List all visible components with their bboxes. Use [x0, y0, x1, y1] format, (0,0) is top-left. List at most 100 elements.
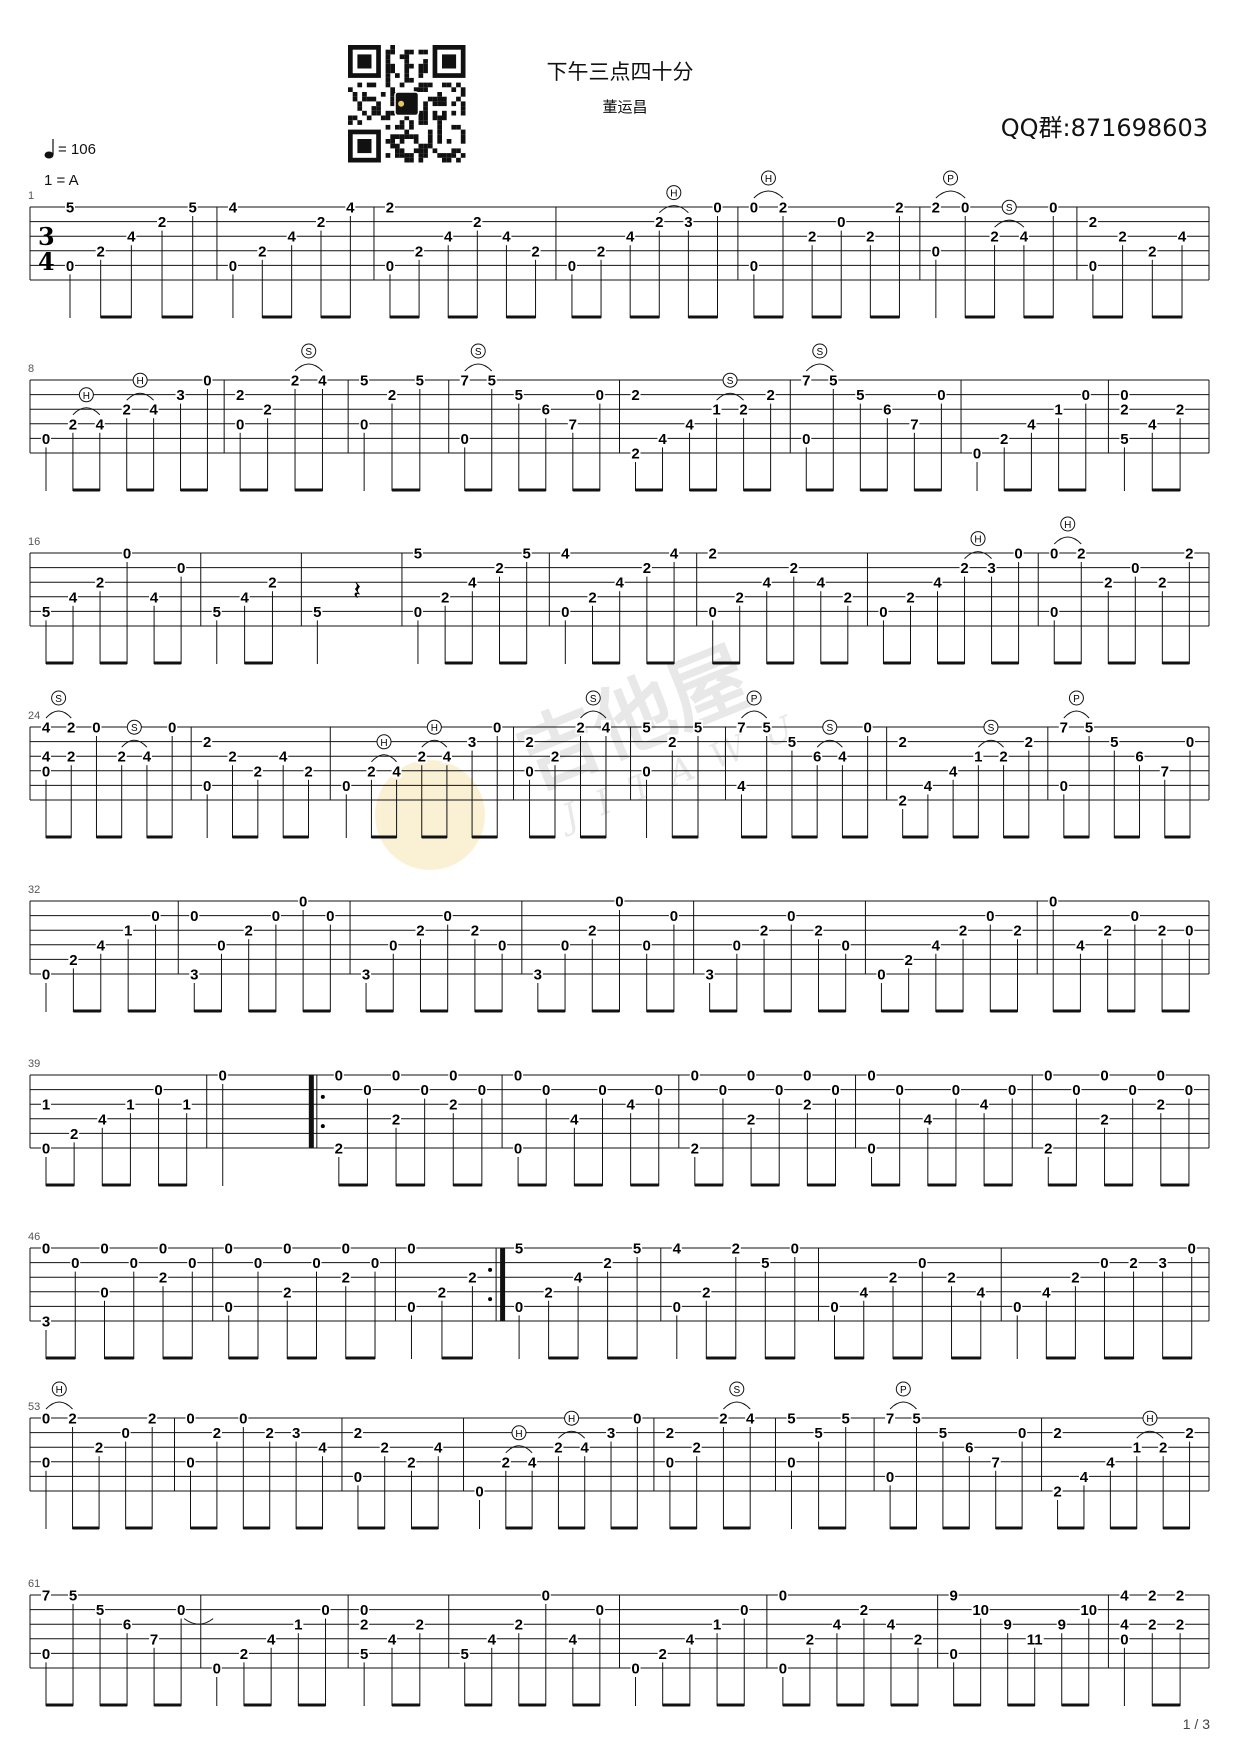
- qr-logo: [394, 91, 420, 117]
- qr-module: [446, 139, 452, 144]
- fret-number: 9: [1058, 1617, 1066, 1634]
- fret-number: 0: [655, 1082, 663, 1099]
- fret-bg: [894, 200, 905, 214]
- qr-module: [376, 110, 381, 116]
- qr-module: [348, 115, 353, 121]
- fret-bg: [189, 908, 200, 923]
- qr-module: [437, 101, 442, 107]
- fret-bg: [897, 793, 908, 807]
- fret-bg: [384, 258, 395, 273]
- qr-module: [390, 49, 395, 55]
- fret-number: 2: [1148, 1588, 1156, 1605]
- technique-hammer-on-label: H: [137, 376, 144, 387]
- note-beam: [421, 835, 447, 839]
- note-beam: [990, 1009, 1018, 1013]
- note-beam: [73, 1009, 101, 1013]
- fret-number: 0: [932, 243, 940, 260]
- fret-number: 0: [1049, 200, 1057, 217]
- fret-bg: [600, 720, 611, 734]
- fret-number: 2: [747, 1111, 755, 1128]
- measure-number: 61: [28, 1578, 40, 1590]
- fret-bg: [777, 1661, 788, 1675]
- technique-arc: [505, 1445, 533, 1454]
- fret-bg: [486, 373, 497, 387]
- fret-number: 0: [188, 1255, 196, 1272]
- note-beam: [46, 661, 74, 665]
- note-beam: [914, 488, 942, 492]
- fret-bg: [745, 1411, 756, 1425]
- fret-number: 2: [317, 214, 325, 231]
- fret-number: 0: [186, 1411, 194, 1428]
- fret-bg: [731, 937, 742, 952]
- qr-module: [357, 101, 363, 107]
- qr-module: [427, 134, 433, 139]
- fret-bg: [761, 575, 772, 590]
- fret-bg: [664, 1454, 675, 1469]
- fret-number: 0: [514, 1141, 522, 1158]
- fret-number: 0: [213, 1661, 221, 1678]
- fret-number: 0: [1072, 1082, 1080, 1099]
- fret-bg: [973, 749, 984, 764]
- note-beam: [1108, 661, 1136, 665]
- technique-hammer-on-label: H: [1146, 1414, 1153, 1425]
- fret-number: 2: [1176, 1617, 1184, 1634]
- fret-number: 5: [360, 373, 368, 390]
- measure-number: 39: [28, 1058, 40, 1070]
- fret-number: 2: [449, 1097, 457, 1114]
- fret-bg: [388, 937, 399, 952]
- fret-number: 4: [96, 416, 105, 433]
- fret-bg: [786, 1411, 797, 1425]
- fret-bg: [153, 1082, 164, 1097]
- note-beam: [937, 661, 965, 665]
- fret-bg: [701, 1284, 712, 1299]
- fret-bg: [317, 1440, 328, 1455]
- fret-bg: [235, 416, 246, 431]
- fret-bg: [1025, 1631, 1044, 1646]
- fret-bg: [158, 1270, 169, 1285]
- qr-module: [423, 106, 428, 111]
- technique-arc: [994, 219, 1025, 228]
- fret-bg: [315, 214, 326, 229]
- fret-number: 0: [1100, 1068, 1108, 1085]
- note-beam: [287, 1356, 317, 1360]
- note-beam: [1160, 1183, 1189, 1187]
- fret-number: 0: [1185, 1082, 1193, 1099]
- fret-bg: [948, 1646, 959, 1661]
- fret-number: 2: [263, 402, 271, 419]
- fret-number: 2: [158, 214, 166, 231]
- technique-arc: [1053, 536, 1082, 545]
- qr-module: [404, 63, 410, 69]
- measure: 0 0 0 4 0 4 0: [866, 1068, 1033, 1187]
- fret-bg: [264, 1425, 275, 1440]
- fret-bg: [829, 1299, 840, 1314]
- fret-number: 2: [914, 1631, 922, 1648]
- fret-number: 2: [415, 243, 423, 260]
- fret-bg: [1130, 560, 1141, 575]
- note-beam: [295, 488, 323, 492]
- fret-number: 2: [1025, 734, 1033, 751]
- measure: 3 0 2 0 2 0: [361, 901, 523, 1013]
- fret-bg: [1184, 734, 1195, 749]
- qr-code-icon: [348, 45, 466, 163]
- fret-number: 0: [515, 1299, 523, 1316]
- qr-module: [442, 96, 447, 102]
- fret-bg: [223, 1241, 234, 1255]
- fret-number: 2: [779, 200, 787, 217]
- fret-number: 2: [889, 1270, 897, 1287]
- fret-bg: [1076, 546, 1087, 560]
- fret-bg: [352, 1469, 363, 1484]
- fret-number: 0: [1049, 894, 1057, 911]
- fret-bg: [543, 1284, 554, 1299]
- note-beam: [303, 1009, 331, 1013]
- fret-bg: [391, 763, 402, 778]
- fret-bg: [625, 1097, 636, 1112]
- fret-number: 0: [1157, 1068, 1165, 1085]
- fret-bg: [41, 763, 51, 778]
- fret-bg: [1012, 923, 1023, 938]
- qr-module: [385, 82, 391, 88]
- fret-bg: [573, 1270, 584, 1285]
- note-beam: [298, 1703, 326, 1707]
- fret-number: 0: [42, 763, 50, 780]
- fret-number: 0: [461, 431, 469, 448]
- qr-module: [409, 157, 414, 163]
